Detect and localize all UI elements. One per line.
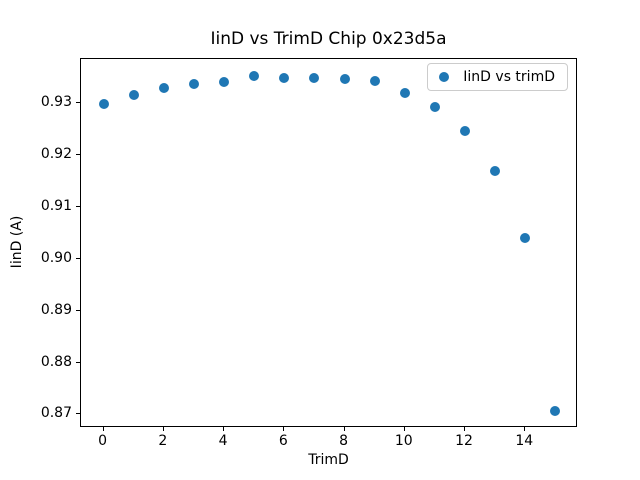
x-tick-label: 0: [98, 433, 108, 449]
x-tick-mark: [162, 427, 164, 431]
scatter-point: [98, 99, 109, 110]
x-tick-mark: [403, 427, 405, 431]
y-tick-label: 0.88: [40, 353, 72, 370]
y-tick-mark: [76, 309, 80, 311]
x-tick-mark: [102, 427, 104, 431]
scatter-point: [460, 125, 471, 136]
y-tick-label: 0.91: [40, 197, 72, 214]
scatter-point: [249, 71, 260, 82]
legend-marker-icon: [439, 72, 450, 82]
scatter-point: [490, 165, 501, 176]
plot-area: IinD vs trimD: [80, 58, 577, 427]
x-tick-mark: [223, 427, 225, 431]
x-axis-label: TrimD: [308, 452, 349, 468]
y-tick-label: 0.87: [40, 405, 72, 422]
scatter-point: [520, 232, 531, 243]
scatter-point: [399, 87, 410, 98]
scatter-point: [188, 78, 199, 89]
x-tick-mark: [524, 427, 526, 431]
y-tick-mark: [76, 101, 80, 103]
y-tick-mark: [76, 153, 80, 155]
y-tick-label: 0.92: [40, 145, 72, 162]
scatter-point: [429, 101, 440, 112]
x-tick-label: 14: [515, 433, 534, 449]
legend: IinD vs trimD: [427, 63, 568, 91]
y-tick-mark: [76, 205, 80, 207]
y-tick-label: 0.90: [40, 249, 72, 266]
chart-title: IinD vs TrimD Chip 0x23d5a: [210, 29, 447, 49]
legend-label: IinD vs trimD: [463, 69, 555, 85]
scatter-point: [339, 74, 350, 85]
x-tick-label: 4: [218, 433, 228, 449]
y-tick-label: 0.89: [40, 301, 72, 318]
scatter-point: [279, 72, 290, 83]
x-tick-mark: [464, 427, 466, 431]
scatter-point: [369, 75, 380, 86]
x-tick-mark: [283, 427, 285, 431]
x-tick-label: 2: [158, 433, 168, 449]
x-tick-label: 10: [394, 433, 413, 449]
y-tick-mark: [76, 413, 80, 415]
x-tick-label: 8: [339, 433, 348, 449]
scatter-point: [128, 90, 139, 101]
y-tick-mark: [76, 361, 80, 363]
scatter-point: [550, 406, 561, 417]
x-tick-label: 12: [455, 433, 473, 449]
y-tick-mark: [76, 257, 80, 259]
x-tick-label: 6: [278, 433, 288, 449]
scatter-point: [309, 72, 320, 83]
scatter-point: [219, 77, 230, 88]
x-tick-mark: [343, 427, 345, 431]
scatter-point: [158, 83, 169, 94]
y-axis-label: IinD (A): [9, 215, 25, 269]
y-tick-label: 0.93: [40, 93, 72, 110]
